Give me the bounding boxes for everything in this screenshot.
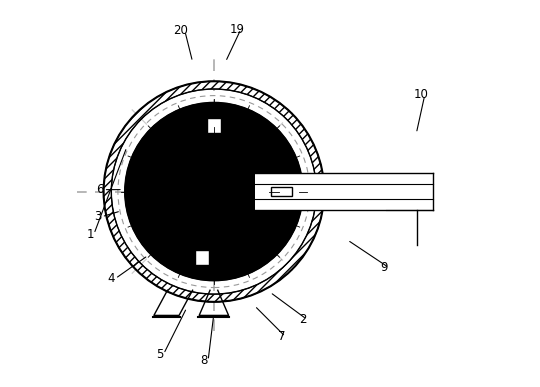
Text: 4: 4 [107,272,115,285]
Text: 1: 1 [86,228,94,241]
Bar [254,173,433,210]
Text: 8: 8 [200,354,208,367]
Text: 20: 20 [173,24,188,38]
Wedge shape [125,103,303,281]
Circle shape [175,153,253,230]
Bar [195,250,210,265]
Wedge shape [154,132,273,251]
Circle shape [125,103,303,281]
Text: 6: 6 [96,183,104,196]
Wedge shape [104,81,324,302]
Text: 5: 5 [156,348,164,361]
Bar [206,118,221,133]
Text: 9: 9 [380,260,388,274]
Text: 2: 2 [299,313,307,326]
Text: 3: 3 [94,210,102,223]
Text: 7: 7 [278,330,285,343]
Bar [271,187,292,196]
Text: 19: 19 [230,22,245,36]
Text: 10: 10 [414,88,428,101]
